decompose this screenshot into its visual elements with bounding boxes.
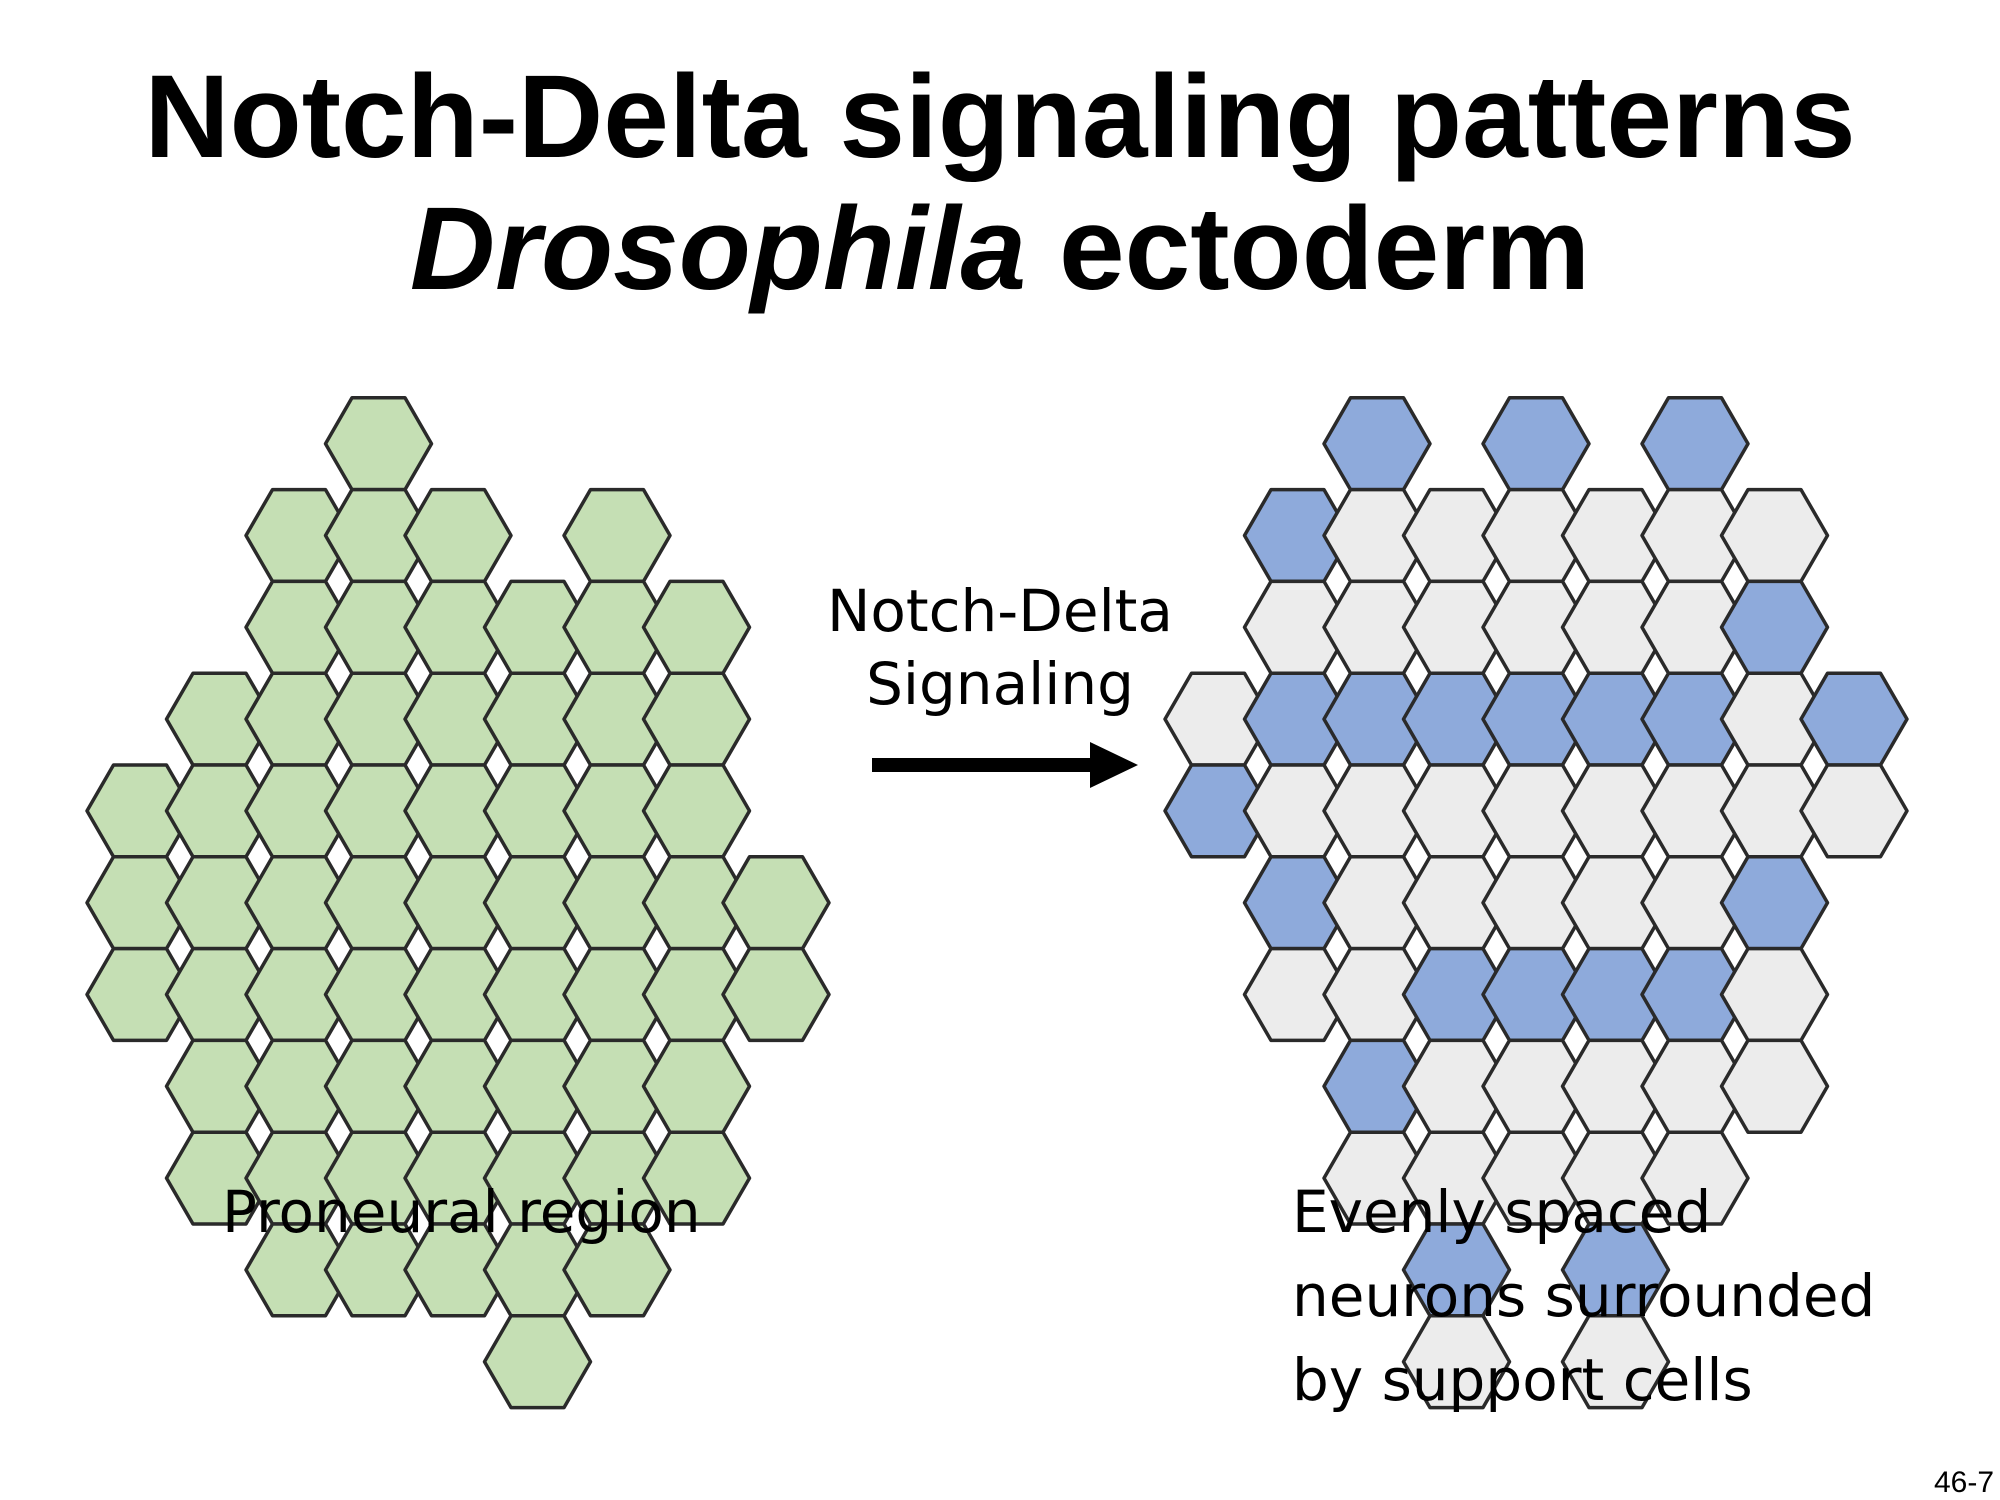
proneural-cell — [641, 579, 752, 675]
support-cell — [1719, 1038, 1830, 1134]
neuron-cell — [1322, 396, 1432, 492]
proneural-cell-sheet — [85, 396, 831, 1410]
support-cell — [1242, 946, 1353, 1043]
proneural-cell — [164, 1130, 275, 1226]
proneural-cell — [721, 855, 831, 951]
slide-title-line2: Drosophila ectoderm — [0, 190, 2000, 308]
result-caption-line2: neurons surrounded — [1292, 1262, 1876, 1331]
arrow-label-line1: Notch-Delta — [827, 577, 1173, 645]
neuron-cell — [1640, 396, 1750, 492]
proneural-cell — [323, 1222, 434, 1318]
neuron-cell — [1799, 671, 1909, 767]
support-cell — [1640, 1130, 1750, 1226]
arrow-head — [1090, 742, 1138, 788]
proneural-cell — [641, 763, 752, 859]
proneural-cell — [482, 1314, 593, 1410]
proneural-cell — [244, 1222, 354, 1318]
species-name: Drosophila — [409, 183, 1027, 315]
proneural-cell — [562, 487, 672, 584]
proneural-cell — [562, 1222, 672, 1318]
result-caption-line3: by support cells — [1292, 1346, 1753, 1415]
slide-title-line1: Notch-Delta signaling patterns — [144, 51, 1856, 183]
support-cell — [1322, 1130, 1432, 1226]
neuron-cell — [1719, 855, 1830, 951]
result-caption: Evenly spaced neurons surrounded by supp… — [1292, 1170, 1875, 1422]
support-cell — [1560, 1314, 1671, 1410]
proneural-cell — [403, 487, 513, 584]
proneural-cell — [323, 396, 434, 492]
tissue-name: ectoderm — [1026, 183, 1591, 315]
proneural-cell — [641, 1130, 752, 1226]
neuron-cell — [1163, 763, 1273, 859]
proneural-caption: Proneural region — [222, 1178, 701, 1246]
proneural-cell — [85, 946, 195, 1043]
proneural-cell — [641, 1038, 752, 1134]
arrow-shaft — [872, 758, 1094, 772]
support-cell — [1401, 1314, 1512, 1410]
support-cell — [1719, 487, 1830, 584]
support-cell — [1719, 946, 1830, 1043]
neuron-cell — [1719, 579, 1830, 675]
proneural-cell — [403, 1222, 513, 1318]
patterned-cell-sheet — [1163, 396, 1909, 1410]
neuron-cell — [1481, 396, 1591, 492]
proneural-cell — [641, 671, 752, 767]
arrow-label: Notch-Delta Signaling — [820, 575, 1180, 720]
support-cell — [1481, 1130, 1591, 1226]
slide-number: 46-7 — [1933, 1466, 1994, 1499]
result-caption-line1: Evenly spaced — [1292, 1178, 1712, 1246]
proneural-cell — [721, 946, 831, 1043]
arrow-label-line2: Signaling — [866, 649, 1134, 718]
signaling-arrow — [872, 742, 1138, 788]
support-cell — [1799, 763, 1909, 859]
